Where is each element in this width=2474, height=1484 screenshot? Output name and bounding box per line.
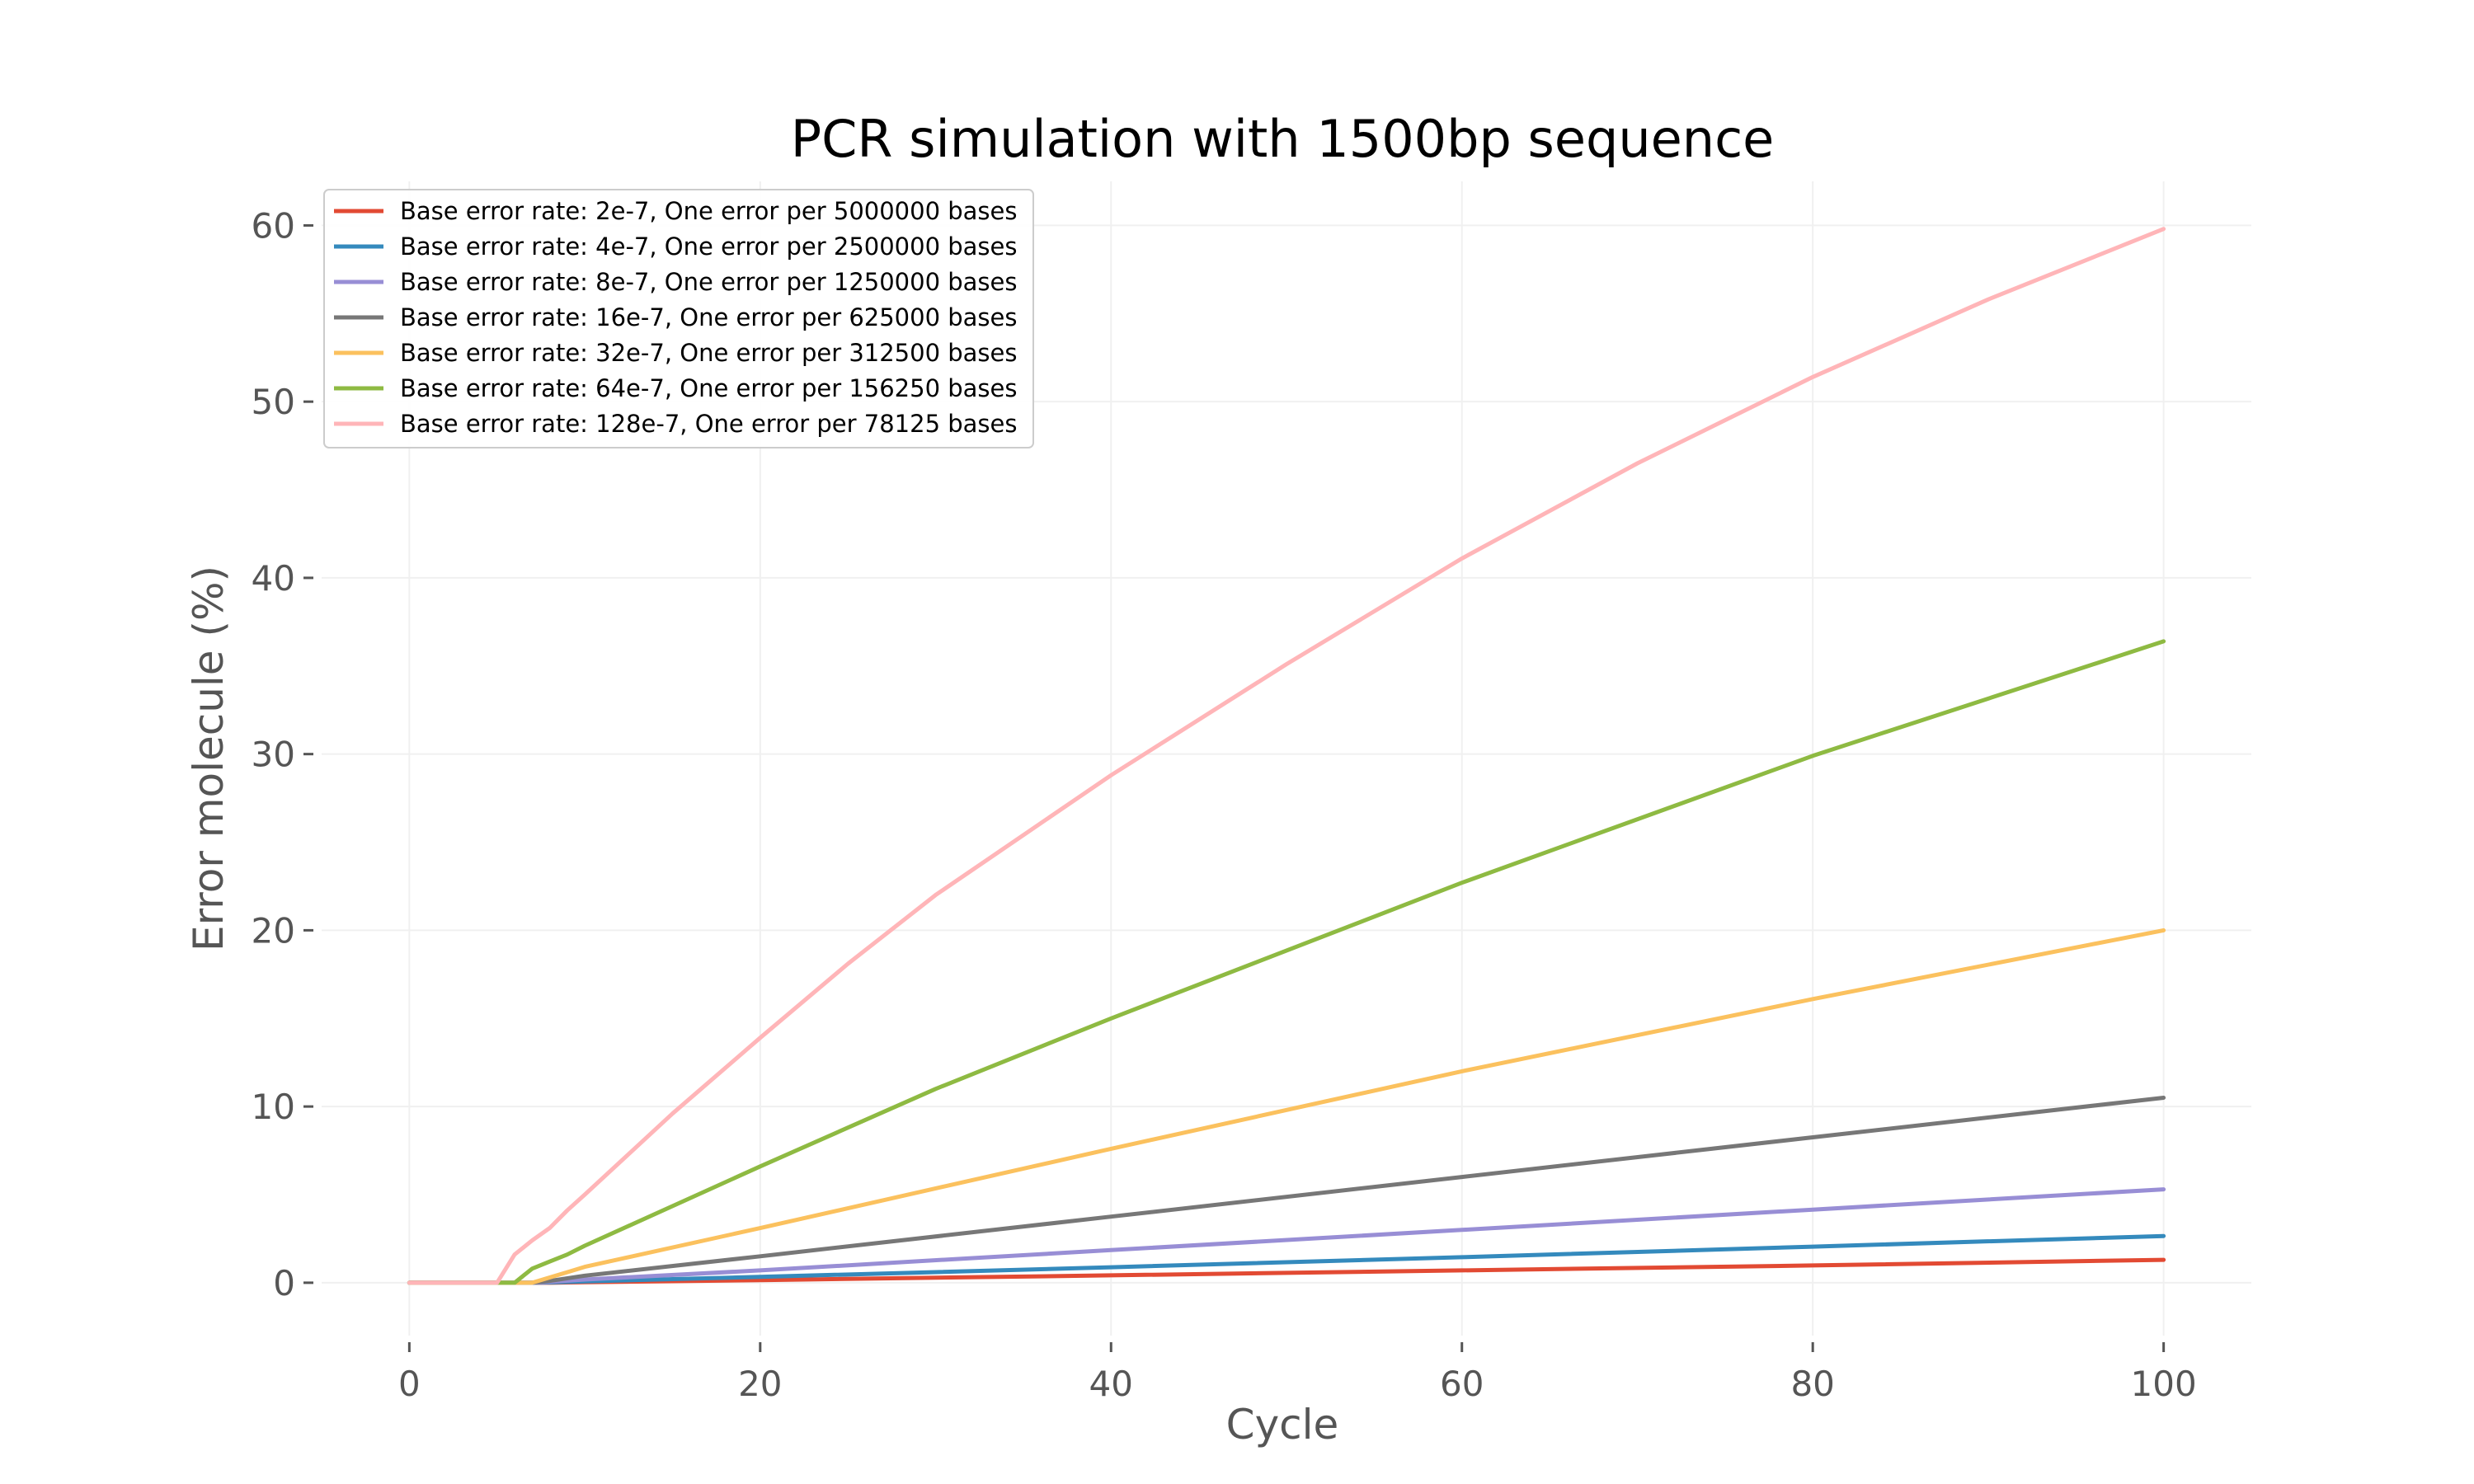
x-tick-label: 0 bbox=[398, 1364, 421, 1404]
legend-entry-label: Base error rate: 128e-7, One error per 7… bbox=[400, 410, 1018, 438]
legend-entry-label: Base error rate: 64e-7, One error per 15… bbox=[400, 374, 1018, 402]
y-tick-label: 50 bbox=[252, 382, 295, 422]
series-line-6 bbox=[407, 639, 2166, 1285]
legend-entry-label: Base error rate: 16e-7, One error per 62… bbox=[400, 303, 1018, 331]
y-tick-label: 0 bbox=[273, 1263, 295, 1303]
y-tick-label: 10 bbox=[252, 1087, 295, 1127]
legend-entry-label: Base error rate: 4e-7, One error per 250… bbox=[400, 232, 1018, 261]
x-tick-label: 20 bbox=[738, 1364, 782, 1404]
series-lines bbox=[407, 227, 2166, 1285]
x-tick-label: 40 bbox=[1089, 1364, 1133, 1404]
series-line-4 bbox=[407, 1096, 2166, 1285]
legend-box bbox=[323, 189, 1034, 448]
x-tick-label: 80 bbox=[1790, 1364, 1834, 1404]
y-tick-label: 60 bbox=[252, 205, 295, 246]
y-axis-label: Error molecule (%) bbox=[185, 566, 233, 951]
legend: Base error rate: 2e-7, One error per 500… bbox=[323, 189, 1034, 448]
legend-entry-label: Base error rate: 8e-7, One error per 125… bbox=[400, 268, 1018, 296]
y-tick-label: 30 bbox=[252, 735, 295, 775]
y-tick-label: 40 bbox=[252, 558, 295, 599]
series-line-7 bbox=[407, 227, 2166, 1285]
x-tick-label: 60 bbox=[1440, 1364, 1484, 1404]
x-tick-label: 100 bbox=[2131, 1364, 2197, 1404]
x-axis-label: Cycle bbox=[1226, 1401, 1339, 1449]
legend-entry-label: Base error rate: 32e-7, One error per 31… bbox=[400, 339, 1018, 367]
legend-entry-label: Base error rate: 2e-7, One error per 500… bbox=[400, 197, 1018, 225]
chart-title: PCR simulation with 1500bp sequence bbox=[791, 109, 1775, 169]
y-tick-label: 20 bbox=[252, 910, 295, 951]
series-line-3 bbox=[407, 1187, 2166, 1285]
axis-ticks: 0 20 40 60 80 100 0 10 20 30 40 50 60 bbox=[252, 205, 2197, 1404]
